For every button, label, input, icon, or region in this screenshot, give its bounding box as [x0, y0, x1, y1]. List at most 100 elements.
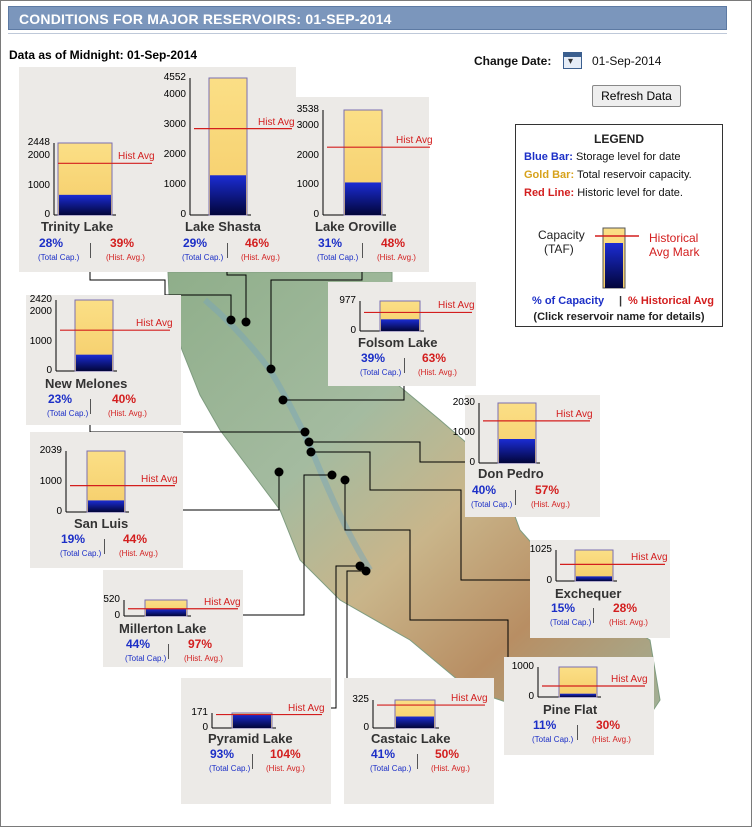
- legend: LEGEND Blue Bar: Storage level for date …: [515, 124, 723, 327]
- stat-divider: [417, 754, 418, 769]
- hist-avg-label: Hist Avg: [438, 300, 475, 312]
- reservoir-name-link[interactable]: Lake Oroville: [315, 219, 397, 234]
- capacity-percent: 40%: [472, 483, 497, 497]
- capacity-percent: 44%: [126, 637, 151, 651]
- legend-capacity: Capacity: [538, 228, 585, 242]
- refresh-data-button[interactable]: Refresh Data: [592, 85, 681, 107]
- reservoir-name-link[interactable]: San Luis: [74, 516, 129, 531]
- capacity-percent: 41%: [371, 747, 396, 761]
- capacity-percent: 28%: [39, 236, 64, 250]
- hist-avg-small-label: (Hist. Avg.): [592, 735, 631, 744]
- hist-avg-label: Hist Avg: [556, 408, 593, 420]
- reservoir-name-link[interactable]: Castaic Lake: [371, 731, 451, 746]
- tick-label: 0: [546, 575, 552, 586]
- hist-avg-small-label: (Hist. Avg.): [609, 618, 648, 627]
- tick-label: 1000: [163, 178, 186, 190]
- tick-label: 2039: [39, 445, 62, 456]
- legend-red-text: Historic level for date.: [577, 187, 683, 199]
- tick-label: 0: [114, 610, 120, 621]
- reservoir-name-link[interactable]: Don Pedro: [478, 466, 544, 481]
- legend-hist-line1: Historical: [649, 231, 699, 245]
- legend-red-row: Red Line: Historic level for date.: [524, 187, 683, 199]
- legend-note: (Click reservoir name for details): [533, 311, 705, 323]
- reservoir-card-millerton: [103, 570, 243, 667]
- central-valley: [203, 297, 373, 572]
- storage-bar: [560, 693, 596, 697]
- stat-divider: [362, 243, 363, 258]
- hist-avg-small-label: (Hist. Avg.): [431, 764, 470, 773]
- stat-divider: [227, 243, 228, 258]
- tick-label: 0: [469, 457, 475, 468]
- tick-label: 0: [363, 722, 369, 733]
- legend-hist-line2: Avg Mark: [649, 245, 700, 259]
- reservoir-name-link[interactable]: Folsom Lake: [358, 335, 438, 350]
- stat-divider: [593, 608, 594, 623]
- legend-pct-historical: % Historical Avg: [628, 295, 714, 307]
- legend-gold-key: Gold Bar:: [524, 169, 575, 181]
- hist-avg-small-label: (Hist. Avg.): [119, 549, 158, 558]
- hist-avg-small-label: (Hist. Avg.): [184, 654, 223, 663]
- hist-avg-label: Hist Avg: [451, 693, 488, 705]
- historical-percent: 40%: [112, 392, 137, 406]
- reservoir-card-pyramid: [181, 678, 331, 804]
- reservoir-dots: [226, 315, 371, 576]
- capacity-bar: [574, 549, 614, 582]
- reservoir-name-link[interactable]: New Melones: [45, 376, 128, 391]
- stat-divider: [90, 399, 91, 414]
- tick-label: 1000: [39, 476, 62, 488]
- hist-avg-small-label: (Hist. Avg.): [241, 253, 280, 262]
- hist-avg-label: Hist Avg: [118, 151, 155, 163]
- tick-label: 0: [528, 691, 534, 702]
- data-as-of: Data as of Midnight: 01-Sep-2014: [9, 48, 198, 62]
- stat-divider: [90, 243, 91, 258]
- capacity-percent: 31%: [318, 236, 343, 250]
- hist-avg-small-label: (Hist. Avg.): [377, 253, 416, 262]
- reservoir-name-link[interactable]: Lake Shasta: [185, 219, 261, 234]
- reservoir-name-link[interactable]: Exchequer: [555, 586, 622, 601]
- tick-label: 4552: [163, 72, 186, 83]
- capacity-percent: 39%: [361, 351, 386, 365]
- legend-gold-row: Gold Bar: Total reservoir capacity.: [524, 169, 692, 181]
- storage-bar: [499, 439, 535, 463]
- reservoir-name-link[interactable]: Pyramid Lake: [208, 731, 293, 746]
- tick-label: 2000: [296, 149, 319, 161]
- date-value: 01-Sep-2014: [592, 54, 662, 68]
- tick-label: 977: [339, 295, 356, 306]
- reservoir-name-link[interactable]: Pine Flat: [543, 702, 598, 717]
- total-cap-label: (Total Cap.): [370, 764, 412, 773]
- reservoir-name-link[interactable]: Trinity Lake: [41, 219, 114, 234]
- stat-divider: [404, 358, 405, 373]
- tick-label: 2420: [29, 294, 52, 305]
- legend-blue-text: Storage level for date: [575, 151, 681, 163]
- total-cap-label: (Total Cap.): [47, 409, 89, 418]
- reservoir-name-link[interactable]: Millerton Lake: [119, 621, 207, 636]
- hist-avg-label: Hist Avg: [288, 702, 325, 714]
- tick-label: 0: [44, 209, 50, 220]
- tick-label: 0: [350, 325, 356, 336]
- hist-avg-small-label: (Hist. Avg.): [266, 764, 305, 773]
- total-cap-label: (Total Cap.): [60, 549, 102, 558]
- historical-percent: 57%: [535, 483, 560, 497]
- stat-divider: [104, 539, 105, 554]
- stat-divider: [252, 754, 253, 769]
- calendar-icon[interactable]: [563, 52, 582, 69]
- stat-divider: [515, 490, 516, 505]
- hist-avg-small-label: (Hist. Avg.): [106, 253, 145, 262]
- storage-bar: [381, 319, 419, 331]
- tick-label: 1000: [452, 427, 475, 439]
- storage-bar: [396, 716, 434, 728]
- tick-label: 0: [56, 506, 62, 517]
- tick-label: 2030: [452, 397, 475, 408]
- tick-label: 3000: [296, 119, 319, 131]
- legend-title: LEGEND: [593, 132, 644, 146]
- total-cap-label: (Total Cap.): [38, 253, 80, 262]
- tick-label: 0: [202, 722, 208, 733]
- tick-label: 3538: [296, 104, 319, 115]
- historical-percent: 97%: [188, 637, 213, 651]
- total-cap-label: (Total Cap.): [182, 253, 224, 262]
- tick-label: 3000: [163, 118, 186, 130]
- hist-avg-label: Hist Avg: [258, 116, 295, 128]
- reservoir-card-castaic: [344, 678, 494, 804]
- reservoir-card-folsom: [328, 282, 476, 386]
